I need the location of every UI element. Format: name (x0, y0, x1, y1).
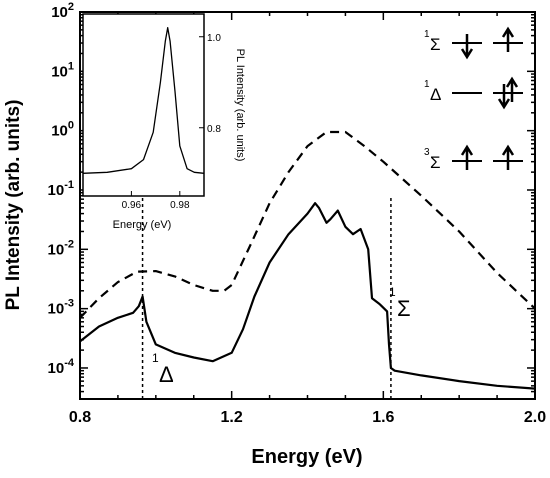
solid-spectrum-line (79, 202, 536, 390)
y-tick-label: 1.0 (207, 33, 221, 44)
y-tick-label: 102 (51, 1, 74, 21)
annotation-label: Δ (159, 362, 174, 387)
x-tick-label: 1.6 (372, 409, 394, 426)
state-diagram: 1 Σ 1 Δ 3 Σ (424, 26, 523, 172)
inset-y-axis-title: PL Intensity (arb. units) (234, 49, 246, 162)
inset-x-tick-labels: 0.96 0.98 (122, 200, 190, 211)
main-x-axis-title: Energy (eV) (251, 446, 362, 468)
main-y-tick-labels: 10-4 10-3 10-2 10-1 100 101 102 (48, 1, 75, 377)
y-tick-label: 0.8 (207, 124, 221, 135)
y-tick-label: 10-4 (48, 357, 75, 377)
annotation-superscript: 1 (389, 285, 396, 299)
spin-up-arrow (501, 26, 515, 52)
state-superscript: 1 (424, 79, 430, 90)
spin-up-arrow (501, 144, 515, 170)
inset-plot-frame (82, 13, 205, 197)
transition-markers (141, 195, 392, 399)
state-superscript: 1 (424, 29, 430, 40)
main-y-axis-title: PL Intensity (arb. units) (3, 100, 24, 311)
main-axis-ticks (79, 11, 536, 400)
inset-series-group (82, 27, 205, 174)
main-series-group (79, 130, 536, 390)
inset-x-axis-title: Energy (eV) (113, 219, 172, 231)
x-tick-label: 0.96 (122, 200, 142, 211)
annotation-label: Σ (397, 296, 411, 321)
state-3sigma: 3 Σ (424, 144, 523, 172)
spin-down-arrow (460, 34, 474, 60)
state-label: Σ (430, 35, 441, 54)
spin-down-arrow (497, 84, 511, 110)
state-superscript: 3 (424, 147, 430, 158)
spin-up-arrow (460, 144, 474, 170)
state-1sigma: 1 Σ (424, 26, 523, 60)
inset-axis-ticks (130, 36, 204, 196)
main-x-tick-labels: 0.8 1.2 1.6 2.0 (69, 409, 546, 426)
y-tick-label: 101 (51, 60, 74, 80)
annotation-1delta: 1 Δ (152, 351, 174, 387)
spin-up-arrow (505, 76, 519, 102)
inset-y-tick-labels: 0.8 1.0 (207, 33, 221, 135)
annotation-superscript: 1 (152, 351, 159, 365)
x-tick-label: 2.0 (524, 409, 546, 426)
y-tick-label: 10-3 (48, 298, 74, 318)
x-tick-label: 1.2 (221, 409, 243, 426)
x-tick-label: 0.8 (69, 409, 91, 426)
inset-spectrum-line (82, 27, 205, 174)
state-label: Δ (430, 85, 441, 104)
inset-chart: 0.96 0.98 0.8 1.0 Energy (eV) PL Intensi… (82, 13, 246, 231)
main-chart: 0.8 1.2 1.6 2.0 10-410-310-210-110010110… (3, 1, 546, 468)
state-1delta: 1 Δ (424, 76, 523, 110)
state-label: Σ (430, 153, 441, 172)
dashed-spectrum-line (79, 130, 536, 319)
y-tick-label: 100 (51, 120, 74, 140)
y-tick-label: 10-2 (48, 238, 74, 258)
annotation-1sigma: 1 Σ (389, 285, 411, 321)
y-tick-label: 10-1 (48, 179, 74, 199)
x-tick-label: 0.98 (170, 200, 190, 211)
